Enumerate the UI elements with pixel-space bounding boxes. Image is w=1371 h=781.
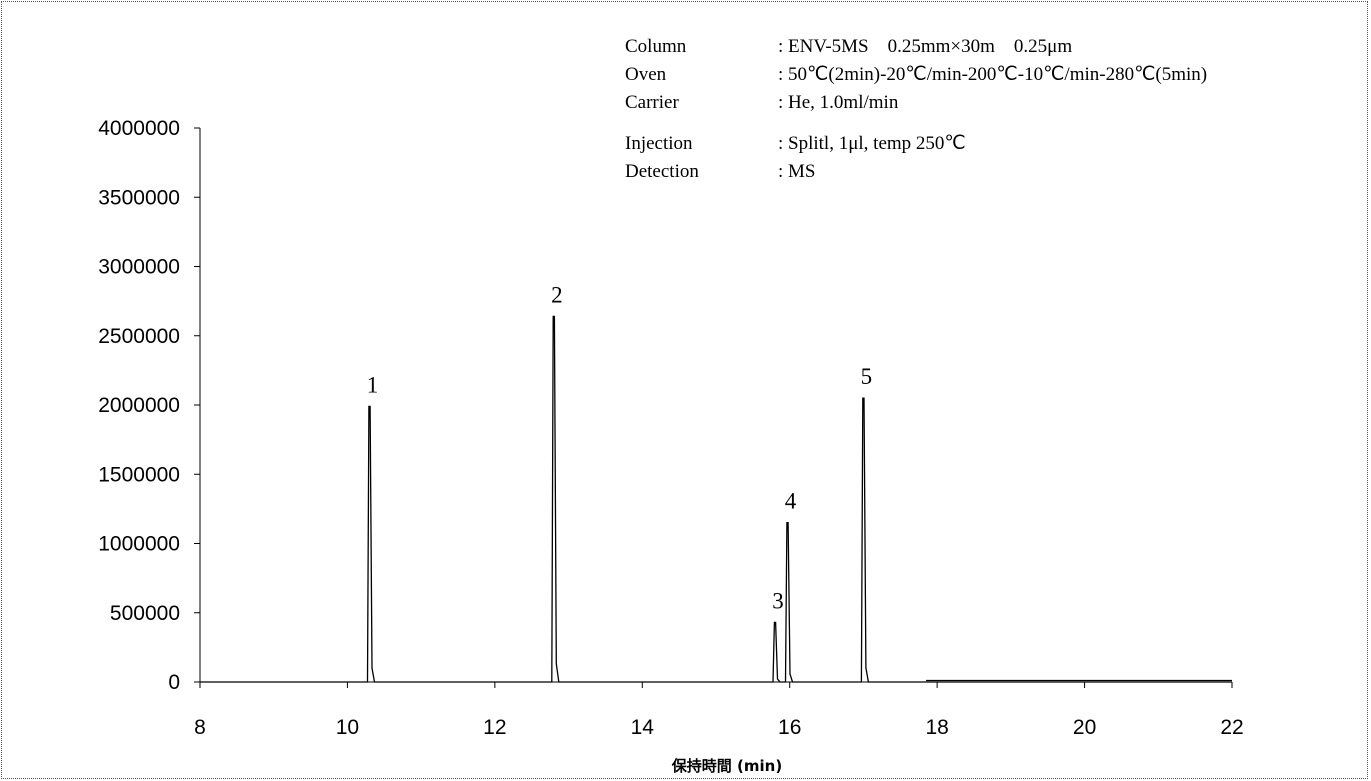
condition-label-carrier: Carrier (625, 92, 679, 113)
y-tick-label: 3500000 (98, 186, 180, 209)
condition-label-detection: Detection (625, 161, 699, 182)
x-tick-label: 12 (483, 716, 506, 739)
y-tick-label: 500000 (110, 602, 180, 625)
peak-label-1: 1 (367, 372, 379, 397)
x-tick-label: 14 (631, 716, 655, 739)
peak-label-3: 3 (772, 588, 784, 613)
y-tick-label: 2500000 (98, 325, 180, 348)
peak-label-4: 4 (785, 489, 797, 514)
x-tick-label: 8 (194, 716, 206, 739)
chromatogram-trace (200, 315, 1232, 683)
x-tick-label: 16 (778, 716, 801, 739)
condition-value-oven: : 50℃(2min)-20℃/min-200℃-10℃/min-280℃(5m… (778, 64, 1207, 85)
y-tick-label: 2000000 (98, 394, 180, 417)
y-tick-label: 0 (168, 671, 180, 694)
y-tick-label: 1000000 (98, 533, 180, 556)
condition-value-detection: : MS (778, 161, 816, 182)
condition-value-column: : ENV-5MS 0.25mm×30m 0.25μm (778, 36, 1072, 57)
y-tick-label: 3000000 (98, 256, 180, 279)
x-tick-label: 22 (1220, 716, 1243, 739)
y-axis-ticks: 0 500000 1000000 1500000 2000000 2500000 30000… (98, 117, 200, 694)
condition-label-injection: Injection (625, 133, 693, 154)
conditions-block: Column : ENV-5MS 0.25mm×30m 0.25μm Oven … (625, 36, 1207, 182)
condition-label-oven: Oven (625, 64, 667, 85)
axes (199, 128, 1232, 683)
y-tick-label: 1500000 (98, 463, 180, 486)
x-axis-ticks: 8 10 12 14 16 18 20 22 (194, 682, 1244, 739)
condition-value-injection: : Splitl, 1μl, temp 250℃ (778, 133, 966, 154)
peak-labels: 1 2 3 4 5 (367, 282, 872, 613)
peak-label-5: 5 (861, 364, 873, 389)
y-tick-label: 4000000 (98, 117, 180, 140)
condition-label-column: Column (625, 36, 687, 57)
x-tick-label: 20 (1073, 716, 1096, 739)
x-tick-label: 10 (336, 716, 359, 739)
x-tick-label: 18 (925, 716, 948, 739)
x-axis-label: 保持時間 (min) (671, 757, 782, 775)
peak-label-2: 2 (551, 282, 563, 307)
condition-value-carrier: : He, 1.0ml/min (778, 92, 899, 113)
